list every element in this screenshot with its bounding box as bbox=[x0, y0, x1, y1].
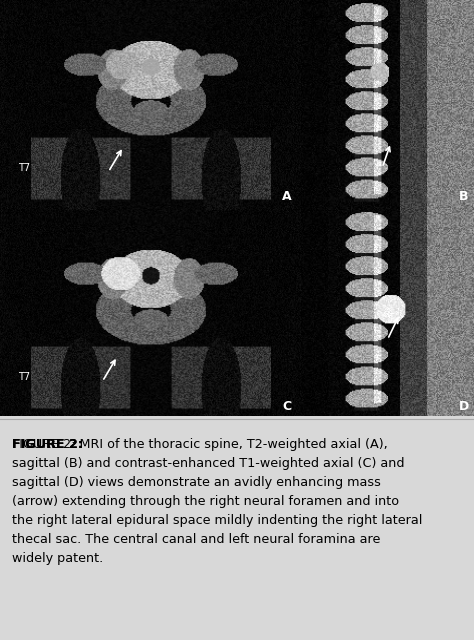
Text: B: B bbox=[459, 190, 469, 204]
Text: FIGURE 2: MRI of the thoracic spine, T2-weighted axial (A),
sagittal (B) and con: FIGURE 2: MRI of the thoracic spine, T2-… bbox=[12, 438, 422, 565]
Text: D: D bbox=[458, 400, 469, 413]
Text: T7: T7 bbox=[18, 372, 30, 382]
Text: FIGURE 2:: FIGURE 2: bbox=[12, 438, 87, 451]
Text: FIGURE 2: MRI of the thoracic spine, T2-weighted axial (A),
sagittal (B) and con: FIGURE 2: MRI of the thoracic spine, T2-… bbox=[12, 438, 422, 565]
Text: A: A bbox=[283, 190, 292, 204]
Text: FIGURE 2:: FIGURE 2: bbox=[12, 438, 87, 451]
Text: T7: T7 bbox=[18, 163, 30, 173]
Text: C: C bbox=[283, 400, 292, 413]
